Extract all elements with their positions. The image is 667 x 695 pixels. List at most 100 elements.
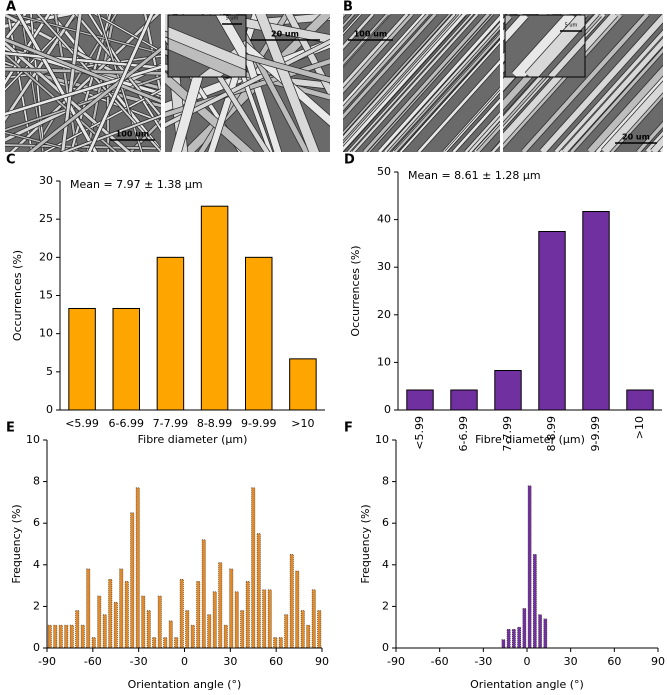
inset-border — [167, 14, 247, 78]
panel-label: A — [6, 0, 16, 15]
bar — [102, 614, 107, 649]
fibre — [562, 38, 663, 152]
bar — [506, 628, 511, 649]
x-tick-label: 8-8.99 — [197, 417, 232, 430]
fibre — [343, 14, 456, 141]
bar — [289, 358, 317, 411]
bar — [53, 624, 58, 649]
fibre — [554, 30, 663, 152]
fibre — [548, 34, 585, 77]
fibre — [5, 55, 161, 79]
annotation: Mean = 7.97 ± 1.38 µm — [70, 178, 203, 191]
bar — [532, 554, 537, 649]
x-tick-label: -90 — [387, 655, 405, 668]
fibre — [505, 15, 529, 43]
y-tick-label: 4 — [382, 558, 389, 571]
inset-border — [504, 14, 586, 78]
bar — [75, 610, 80, 649]
fibre — [5, 63, 161, 142]
bar — [190, 624, 195, 649]
x-tick-label: 7-7.99 — [501, 416, 514, 451]
panel-label: F — [344, 421, 353, 436]
bar — [406, 389, 434, 411]
fibres — [343, 14, 500, 152]
scale-bar-label: 100 um — [354, 30, 388, 39]
fibre — [343, 14, 462, 148]
fibre — [74, 14, 161, 119]
bar — [543, 618, 548, 649]
bar — [284, 614, 289, 649]
bar — [256, 533, 261, 649]
bar — [273, 637, 278, 649]
bar — [300, 610, 305, 649]
fibre — [464, 112, 500, 152]
bar — [317, 610, 322, 649]
fibre — [609, 91, 663, 152]
bar — [218, 562, 223, 649]
bar — [538, 614, 542, 649]
bar — [157, 595, 162, 649]
x-axis-label: Fibre diameter (µm) — [475, 433, 585, 446]
fibre — [5, 37, 161, 104]
panel-label: C — [6, 153, 16, 168]
fibre — [87, 14, 154, 152]
bar — [517, 626, 522, 649]
bar — [141, 595, 146, 649]
x-tick-label: -30 — [474, 655, 492, 668]
scale-bar-label: 20 um — [622, 133, 650, 142]
fibre — [352, 14, 479, 152]
y-tick-label: 10 — [375, 433, 389, 446]
fibre — [343, 14, 426, 107]
scale-bar-label: 5 um — [226, 16, 239, 22]
fibre — [20, 14, 44, 152]
x-tick-label: -30 — [130, 655, 148, 668]
bar — [501, 639, 506, 649]
x-axis-label: Orientation angle (°) — [470, 678, 584, 691]
x-tick-label: -60 — [84, 655, 102, 668]
x-tick-label: <5.99 — [413, 416, 426, 450]
x-axis-label: Fibre diameter (µm) — [138, 433, 248, 446]
bar — [68, 307, 96, 411]
y-tick-label: 30 — [39, 174, 53, 187]
fibre — [343, 14, 437, 119]
fibre — [5, 131, 82, 152]
bar — [196, 581, 201, 649]
fibre — [171, 14, 221, 152]
x-tick-label: 30 — [223, 655, 237, 668]
fibre — [343, 14, 451, 135]
bar — [135, 487, 140, 649]
fibre — [594, 74, 663, 152]
fibre — [468, 116, 500, 152]
fibre — [165, 59, 330, 117]
bar — [538, 231, 566, 411]
y-tick-label: 10 — [26, 433, 40, 446]
fibre — [521, 14, 649, 152]
fibre — [347, 14, 474, 152]
fibre — [343, 14, 430, 111]
fibre — [5, 14, 27, 43]
fibre — [88, 14, 161, 132]
bar — [278, 637, 283, 649]
y-tick-label: 6 — [33, 516, 40, 529]
fibre — [9, 14, 160, 152]
bar — [112, 307, 140, 411]
panel-label: E — [6, 421, 15, 436]
fibre — [9, 14, 161, 54]
y-tick-label: 10 — [377, 355, 391, 368]
y-tick-label: 20 — [39, 250, 53, 263]
y-tick-label: 40 — [377, 213, 391, 226]
panel-label: D — [344, 153, 355, 168]
fibre — [343, 14, 409, 88]
x-tick-label: 60 — [269, 655, 283, 668]
x-tick-label: 90 — [651, 655, 665, 668]
bar — [185, 610, 190, 649]
fibre — [368, 14, 494, 152]
panel-label: B — [343, 0, 353, 15]
bar — [251, 487, 256, 649]
x-tick-label: 60 — [607, 655, 621, 668]
fibres — [5, 14, 161, 152]
bar — [207, 614, 212, 649]
y-tick-label: 8 — [33, 475, 40, 488]
bar — [113, 601, 118, 649]
bar — [47, 624, 52, 649]
